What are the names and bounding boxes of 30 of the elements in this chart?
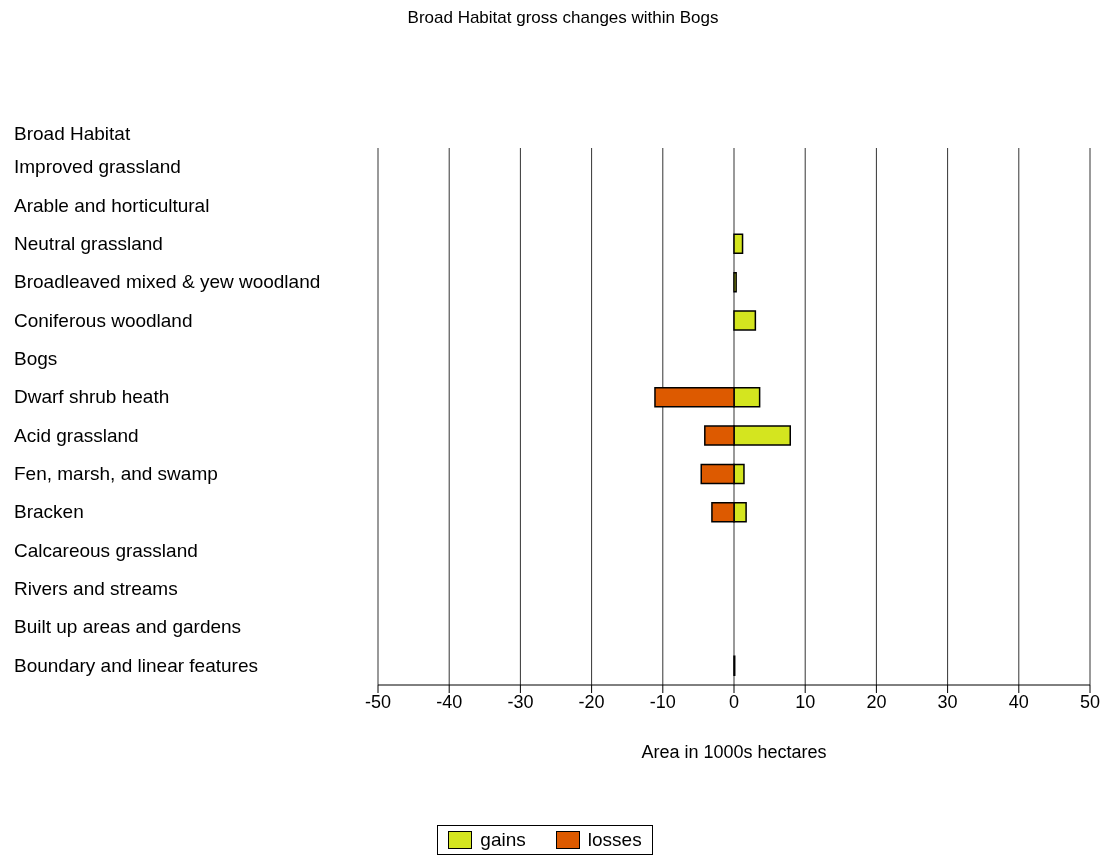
- y-tick-label: Rivers and streams: [14, 578, 178, 600]
- y-tick-label: Broadleaved mixed & yew woodland: [14, 271, 321, 293]
- x-tick-label: -50: [364, 691, 392, 712]
- y-tick-label: Acid grassland: [14, 424, 139, 446]
- y-tick-label: Improved grassland: [14, 156, 181, 178]
- legend-label: losses: [586, 829, 642, 851]
- x-tick-label: -40: [436, 691, 463, 712]
- x-tick-label: -20: [578, 691, 605, 712]
- x-tick-label: -30: [507, 691, 534, 712]
- y-tick-label: Arable and horticultural: [14, 194, 210, 216]
- y-tick-label: Neutral grassland: [14, 232, 163, 254]
- x-tick-label: 30: [937, 691, 958, 712]
- x-axis-title: Area in 1000s hectares: [641, 741, 827, 762]
- y-tick-label: Built up areas and gardens: [14, 616, 242, 638]
- x-tick-label: 40: [1008, 691, 1029, 712]
- y-tick-label: Bogs: [14, 347, 58, 369]
- x-tick-label: -10: [649, 691, 676, 712]
- x-tick-label: 50: [1079, 691, 1101, 712]
- y-tick-label: Dwarf shrub heath: [14, 386, 170, 408]
- x-tick-label: 10: [795, 691, 816, 712]
- legend-label: gains: [479, 829, 526, 851]
- y-tick-label: Bracken: [14, 501, 84, 523]
- y-tick-label: Calcareous grassland: [14, 539, 198, 561]
- y-tick-label: Fen, marsh, and swamp: [14, 463, 218, 485]
- x-tick-label: 20: [866, 691, 887, 712]
- chart-title: Broad Habitat gross changes within Bogs: [406, 8, 720, 28]
- x-tick-label: 0: [728, 691, 740, 712]
- y-tick-label: Boundary and linear features: [14, 654, 258, 676]
- y-tick-label: Coniferous woodland: [14, 309, 193, 331]
- y-axis-title: Broad Habitat: [14, 123, 131, 144]
